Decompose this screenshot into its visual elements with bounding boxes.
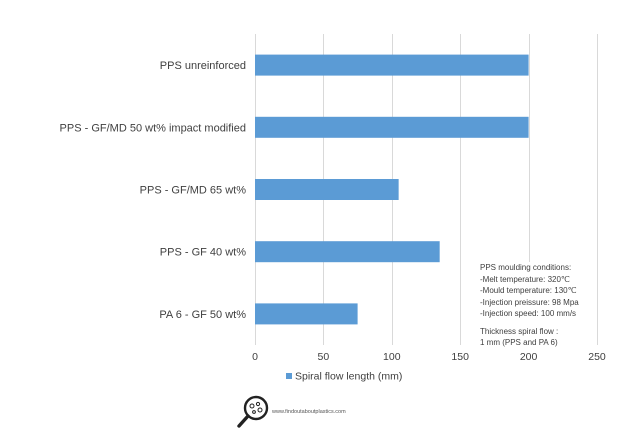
category-label: PPS unreinforced	[160, 60, 246, 72]
legend: Spiral flow length (mm)	[286, 371, 402, 383]
thickness-value: 1 mm (PPS and PA 6)	[480, 338, 558, 347]
x-tick-label: 100	[383, 351, 401, 363]
x-tick-label: 0	[252, 351, 258, 363]
conditions-title: PPS moulding conditions:	[480, 263, 572, 272]
x-tick-label: 200	[520, 351, 538, 363]
x-tick-label: 50	[318, 351, 330, 363]
category-label: PPS - GF/MD 65 wt%	[140, 185, 247, 197]
legend-swatch	[286, 373, 292, 379]
injection-speed: -Injection speed: 100 mm/s	[480, 309, 577, 318]
thickness-title: Thickness spiral flow :	[480, 326, 559, 336]
mould-temperature: -Mould temperature: 130℃	[480, 286, 577, 295]
bar	[255, 241, 440, 263]
site-logo: www.findoutaboutplastics.com	[236, 394, 346, 430]
magnifier-logo-icon	[237, 395, 269, 428]
moulding-conditions-note: PPS moulding conditions: -Melt temperatu…	[478, 262, 581, 349]
category-label: PA 6 - GF 50 wt%	[159, 309, 246, 321]
x-tick-labels: 0 50 100 150 200 250	[252, 351, 606, 363]
injection-pressure: -Injection preissure: 98 Mpa	[480, 297, 579, 307]
category-label: PPS - GF 40 wt%	[160, 247, 246, 259]
bars	[255, 54, 529, 325]
bar	[255, 54, 529, 76]
category-label: PPS - GF/MD 50 wt% impact modified	[60, 122, 246, 134]
legend-label: Spiral flow length (mm)	[295, 371, 402, 383]
bar	[255, 116, 529, 138]
x-tick-label: 150	[451, 351, 469, 363]
bar	[255, 303, 358, 325]
bar	[255, 179, 399, 200]
x-tick-label: 250	[588, 351, 606, 363]
category-labels: PPS unreinforced PPS - GF/MD 50 wt% impac…	[60, 60, 247, 321]
site-url: www.findoutaboutplastics.com	[272, 409, 346, 415]
melt-temperature: -Melt temperature: 320℃	[480, 274, 570, 284]
